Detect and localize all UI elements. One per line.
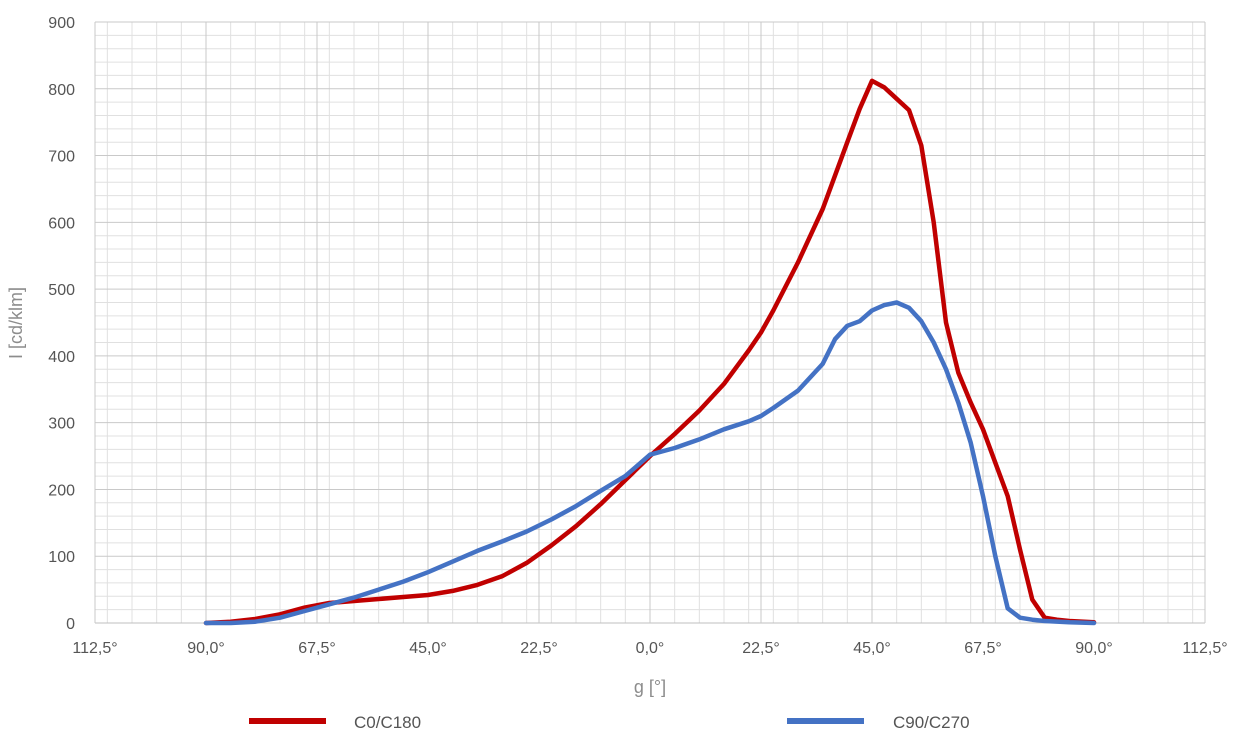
- series-layer: [203, 78, 1097, 626]
- y-tick-label: 800: [48, 82, 75, 99]
- series-line-c90-c270: [203, 300, 1097, 626]
- x-axis-ticks: 112,5° 90,0° 67,5° 45,0° 22,5° 0,0° 22,5° 45,0°…: [72, 640, 1227, 657]
- x-tick-label: 90,0°: [1075, 640, 1113, 657]
- x-tick-label: 112,5°: [1182, 640, 1227, 657]
- x-tick-label: 45,0°: [853, 640, 891, 657]
- y-axis-ticks: 0 100 200 300 400 500 600 700 800 900: [48, 15, 75, 633]
- y-axis-title: I [cd/klm]: [6, 287, 26, 359]
- x-tick-label: 112,5°: [72, 640, 117, 657]
- y-tick-label: 200: [48, 482, 75, 499]
- x-tick-label: 45,0°: [409, 640, 447, 657]
- grid: [94, 21, 1206, 624]
- legend-label: C90/C270: [893, 713, 970, 732]
- x-tick-label: 0,0°: [636, 640, 665, 657]
- legend-item-c0-c180: C0/C180: [249, 713, 421, 732]
- y-tick-label: 400: [48, 349, 75, 366]
- y-tick-label: 700: [48, 149, 75, 166]
- x-tick-label: 22,5°: [520, 640, 558, 657]
- legend-item-c90-c270: C90/C270: [787, 713, 970, 732]
- y-tick-label: 500: [48, 282, 75, 299]
- x-tick-label: 90,0°: [187, 640, 225, 657]
- y-tick-label: 0: [66, 616, 75, 633]
- x-axis-title: g [°]: [634, 677, 666, 697]
- x-tick-label: 67,5°: [964, 640, 1002, 657]
- y-tick-label: 600: [48, 215, 75, 232]
- y-tick-label: 300: [48, 416, 75, 433]
- legend: C0/C180 C90/C270: [249, 713, 970, 732]
- x-tick-label: 22,5°: [742, 640, 780, 657]
- series-line-c0-c180: [203, 78, 1097, 626]
- x-tick-label: 67,5°: [298, 640, 336, 657]
- y-tick-label: 900: [48, 15, 75, 32]
- y-tick-label: 100: [48, 549, 75, 566]
- legend-label: C0/C180: [354, 713, 421, 732]
